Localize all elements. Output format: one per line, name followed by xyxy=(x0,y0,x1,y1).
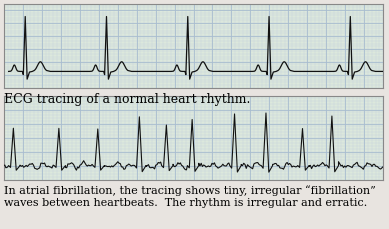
Text: ECG tracing of a normal heart rhythm.: ECG tracing of a normal heart rhythm. xyxy=(4,93,250,106)
Text: In atrial fibrillation, the tracing shows tiny, irregular “fibrillation”
waves b: In atrial fibrillation, the tracing show… xyxy=(4,184,376,207)
